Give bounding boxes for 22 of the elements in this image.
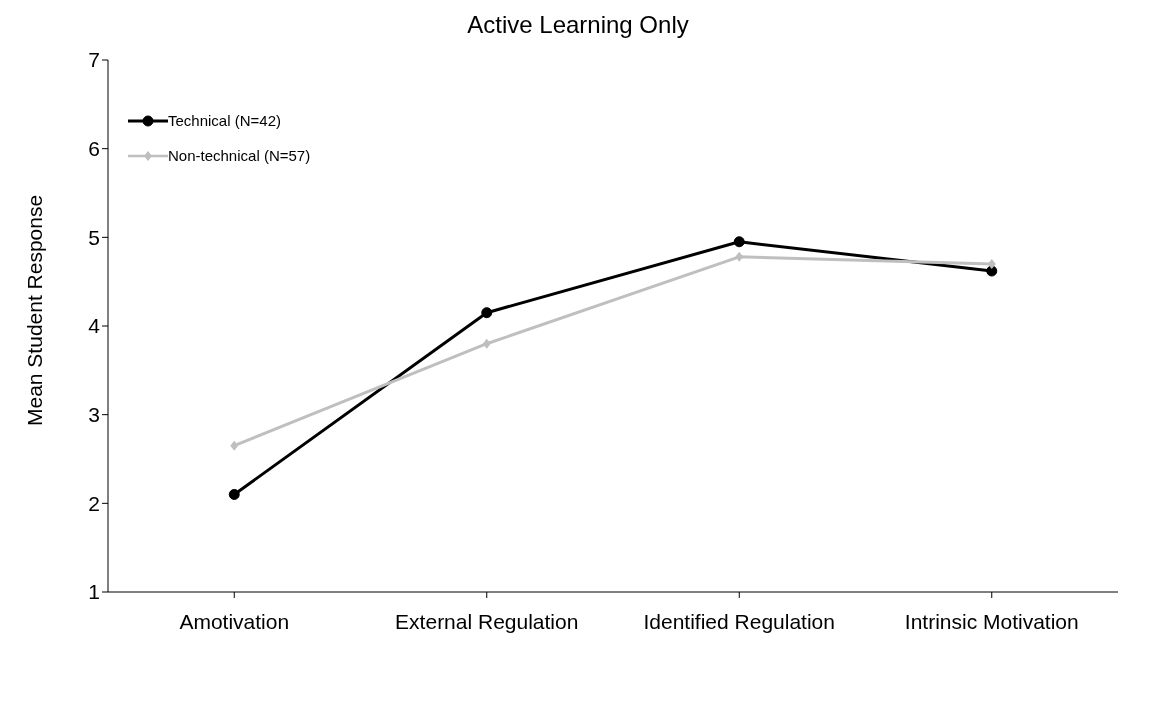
- y-tick-label: 4: [88, 314, 101, 338]
- y-tick-label: 3: [88, 403, 100, 427]
- x-tick-label: Identified Regulation: [643, 609, 835, 633]
- y-tick-label: 5: [88, 225, 100, 249]
- x-tick-label: Intrinsic Motivation: [904, 609, 1079, 633]
- legend-label: Non-technical (N=57): [168, 147, 311, 164]
- point: [230, 440, 239, 451]
- point: [733, 236, 745, 248]
- point: [481, 307, 493, 319]
- y-tick-label: 2: [88, 491, 100, 515]
- y-axis-title: Mean Student Response: [23, 194, 47, 426]
- y-tick-label: 7: [88, 48, 100, 72]
- point: [735, 251, 744, 262]
- point: [986, 265, 998, 277]
- x-tick-label: External Regulation: [395, 609, 579, 633]
- y-tick-label: 1: [88, 580, 100, 604]
- chart-title: Active Learning Only: [466, 10, 690, 40]
- point: [482, 338, 491, 349]
- legend-label: Technical (N=42): [168, 112, 281, 129]
- y-tick-label: 6: [88, 137, 100, 161]
- x-tick-label: Amotivation: [179, 609, 290, 633]
- point: [228, 488, 240, 500]
